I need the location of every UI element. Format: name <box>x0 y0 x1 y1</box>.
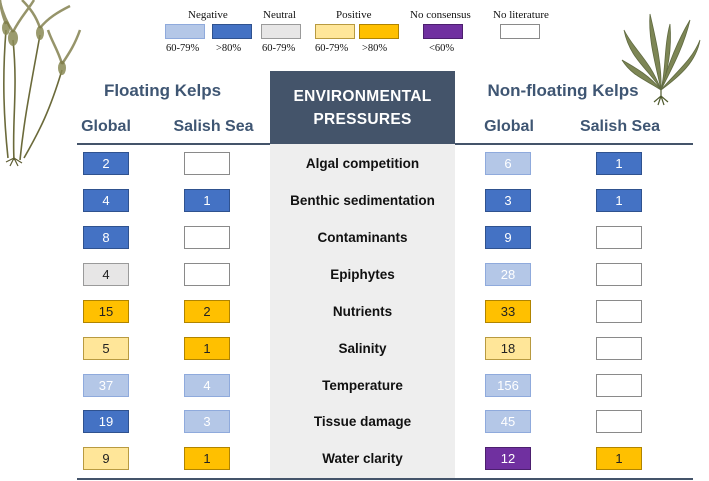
non-floating-kelp-illustration <box>621 13 701 106</box>
pressure-label: Nutrients <box>332 304 393 319</box>
floating-kelps-header: Floating Kelps <box>103 81 222 100</box>
legend-swatch-no-literature <box>500 24 540 39</box>
nonfloating-global-cell: 6 <box>485 152 531 175</box>
pressure-label: Tissue damage <box>313 414 412 429</box>
legend-swatch-negative-moderate <box>165 24 205 39</box>
legend-swatch-negative-strong <box>212 24 252 39</box>
nonfloating-salish-col-header: Salish Sea <box>579 118 661 135</box>
pressures-column-background <box>270 144 455 480</box>
legend-positive-moderate-label: 60-79% <box>315 43 349 54</box>
legend-swatch-neutral <box>261 24 301 39</box>
floating-salish-cell <box>184 152 230 175</box>
legend-positive-title: Positive <box>336 9 372 21</box>
pressure-label: Benthic sedimentation <box>290 193 435 208</box>
nonfloating-global-cell: 28 <box>485 263 531 286</box>
pressure-label: Salinity <box>338 341 387 356</box>
floating-kelp-illustration <box>0 0 82 167</box>
floating-global-cell: 2 <box>83 152 129 175</box>
floating-salish-cell <box>184 263 230 286</box>
nonfloating-global-cell: 18 <box>485 337 531 360</box>
nonfloating-salish-cell: 1 <box>596 447 642 470</box>
pressure-label: Algal competition <box>305 156 420 171</box>
floating-global-cell: 5 <box>83 337 129 360</box>
legend-swatch-no-consensus <box>423 24 463 39</box>
legend-no-consensus-label: <60% <box>429 43 455 54</box>
legend-no-literature-title: No literature <box>493 9 549 21</box>
nonfloating-global-cell: 33 <box>485 300 531 323</box>
nonfloating-salish-cell <box>596 300 642 323</box>
floating-global-cell: 9 <box>83 447 129 470</box>
legend-swatch-positive-moderate <box>315 24 355 39</box>
floating-salish-cell: 4 <box>184 374 230 397</box>
nonfloating-global-cell: 9 <box>485 226 531 249</box>
floating-global-cell: 19 <box>83 410 129 433</box>
nonfloating-global-cell: 3 <box>485 189 531 212</box>
floating-salish-col-header: Salish Sea <box>173 118 254 135</box>
floating-salish-cell: 3 <box>184 410 230 433</box>
nonfloating-salish-cell: 1 <box>596 189 642 212</box>
floating-global-cell: 8 <box>83 226 129 249</box>
non-floating-kelps-header: Non-floating Kelps <box>487 81 639 100</box>
legend-negative-moderate-label: 60-79% <box>166 43 200 54</box>
nonfloating-salish-cell <box>596 226 642 249</box>
floating-salish-cell: 1 <box>184 189 230 212</box>
legend-neutral-title: Neutral <box>263 9 296 21</box>
legend-positive-strong-label: >80% <box>362 43 388 54</box>
nonfloating-salish-cell <box>596 410 642 433</box>
floating-global-cell: 4 <box>83 263 129 286</box>
floating-global-cell: 15 <box>83 300 129 323</box>
floating-salish-cell: 1 <box>184 337 230 360</box>
nonfloating-salish-cell <box>596 374 642 397</box>
floating-salish-cell <box>184 226 230 249</box>
legend-neutral-label: 60-79% <box>262 43 296 54</box>
nonfloating-global-cell: 156 <box>485 374 531 397</box>
floating-salish-cell: 2 <box>184 300 230 323</box>
legend-swatch-positive-strong <box>359 24 399 39</box>
legend-no-consensus-title: No consensus <box>410 9 471 21</box>
floating-global-cell: 4 <box>83 189 129 212</box>
pressure-label: Water clarity <box>322 451 403 466</box>
pressure-label: Epiphytes <box>330 267 395 282</box>
environmental-pressures-header: ENVIRONMENTAL PRESSURES <box>270 71 455 144</box>
pressure-label: Contaminants <box>317 230 408 245</box>
floating-global-col-header: Global <box>81 118 131 135</box>
nonfloating-salish-cell: 1 <box>596 152 642 175</box>
nonfloating-global-cell: 45 <box>485 410 531 433</box>
nonfloating-global-col-header: Global <box>484 118 534 135</box>
legend-negative-strong-label: >80% <box>216 43 242 54</box>
floating-salish-cell: 1 <box>184 447 230 470</box>
bottom-divider <box>77 478 693 480</box>
legend-negative-title: Negative <box>188 9 228 21</box>
nonfloating-salish-cell <box>596 337 642 360</box>
center-header-line1: ENVIRONMENTAL <box>293 87 432 105</box>
nonfloating-salish-cell <box>596 263 642 286</box>
nonfloating-global-cell: 12 <box>485 447 531 470</box>
center-header-line2: PRESSURES <box>313 110 412 128</box>
pressure-label: Temperature <box>322 378 403 393</box>
floating-global-cell: 37 <box>83 374 129 397</box>
